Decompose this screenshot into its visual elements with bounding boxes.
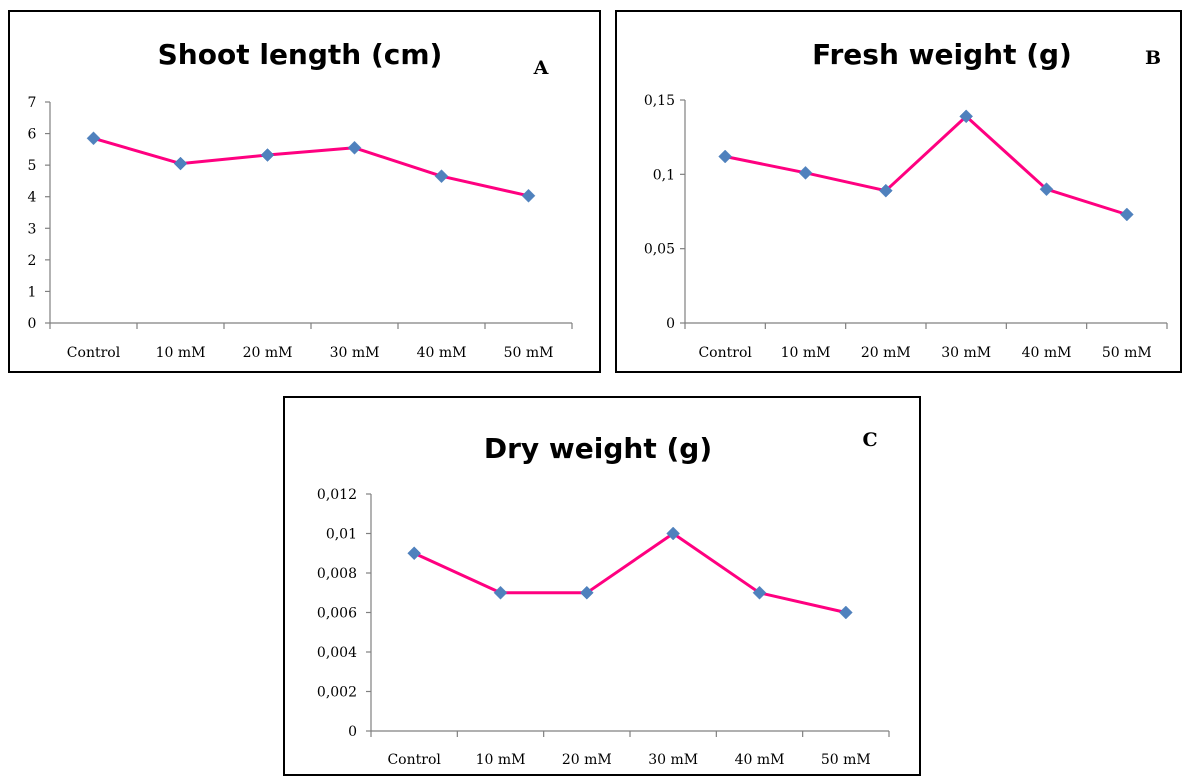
y-tick-label: 0,006	[317, 606, 357, 622]
data-point	[718, 149, 733, 164]
x-tick-label: 10 mM	[476, 752, 526, 768]
panel-letter: B	[1145, 47, 1161, 69]
data-point	[798, 165, 813, 180]
y-tick-label: 0,15	[644, 93, 675, 109]
x-tick-label: Control	[387, 752, 441, 768]
series-line	[412, 532, 848, 614]
data-point	[86, 131, 101, 146]
y-tick-label: 0,008	[317, 566, 357, 582]
series-line	[92, 136, 530, 198]
data-point	[347, 140, 362, 155]
chart-b-svg: Fresh weight (g) B 0 0,05 0,1 0,15 Control 10 m…	[644, 38, 1168, 361]
x-tick-label: 10 mM	[781, 345, 831, 361]
data-point	[878, 183, 893, 198]
x-tick-label: 50 mM	[504, 345, 554, 361]
y-tick-label: 5	[28, 158, 37, 174]
x-tick-label: 50 mM	[1102, 345, 1152, 361]
data-point	[521, 188, 536, 203]
y-tick-label: 0,01	[326, 527, 357, 543]
data-point	[666, 526, 681, 541]
y-tick-label: 0,004	[317, 645, 357, 661]
chart-title: Shoot length (cm)	[158, 38, 443, 71]
chart-panel-a: Shoot length (cm) A 0 1 2 3 4 5 6 7 Control 10 mM 20…	[8, 10, 601, 373]
series-line	[723, 114, 1129, 216]
x-tick-label: 20 mM	[562, 752, 612, 768]
x-tick-label: 20 mM	[861, 345, 911, 361]
chart-panel-b: Fresh weight (g) B 0 0,05 0,1 0,15 Control 10 m…	[615, 10, 1182, 373]
data-point	[1039, 182, 1054, 197]
chart-title: Fresh weight (g)	[812, 38, 1072, 71]
x-tick-label: 20 mM	[243, 345, 293, 361]
data-point	[260, 148, 275, 162]
x-tick-label: Control	[698, 345, 752, 361]
panel-letter: A	[533, 57, 549, 79]
y-tick-label: 0,05	[644, 242, 675, 258]
x-tick-label: 10 mM	[156, 345, 206, 361]
x-tick-label: Control	[67, 345, 121, 361]
y-tick-label: 0	[666, 316, 675, 332]
x-tick-label: 50 mM	[821, 752, 871, 768]
y-tick-label: 0,012	[317, 487, 357, 503]
data-point	[838, 605, 853, 620]
x-tick-label: 30 mM	[330, 345, 380, 361]
data-point	[434, 169, 449, 184]
data-point	[173, 156, 188, 171]
y-tick-label: 7	[28, 95, 37, 111]
x-tick-label: 30 mM	[941, 345, 991, 361]
x-tick-label: 40 mM	[1022, 345, 1072, 361]
y-tick-label: 4	[28, 190, 37, 206]
data-point	[1119, 207, 1134, 222]
data-point	[407, 546, 422, 561]
y-tick-label: 6	[28, 127, 37, 143]
y-tick-label: 1	[28, 284, 37, 300]
chart-title: Dry weight (g)	[484, 432, 712, 465]
x-tick-label: 40 mM	[417, 345, 467, 361]
data-point	[959, 109, 974, 124]
y-tick-label: 0,1	[653, 167, 675, 183]
chart-panel-c: Dry weight (g) C 0 0,002 0,004 0,006 0,008 0,01…	[283, 396, 921, 776]
x-tick-label: 30 mM	[648, 752, 698, 768]
x-tick-label: 40 mM	[735, 752, 785, 768]
y-tick-label: 0,002	[317, 685, 357, 701]
data-point	[752, 585, 767, 600]
data-point	[579, 585, 594, 600]
y-tick-label: 3	[28, 221, 37, 237]
panel-letter: C	[862, 429, 877, 451]
y-tick-label: 2	[28, 253, 37, 269]
y-tick-label: 0	[348, 724, 357, 740]
y-tick-label: 0	[28, 316, 37, 332]
data-point	[493, 585, 508, 600]
chart-c-svg: Dry weight (g) C 0 0,002 0,004 0,006 0,008 0,01…	[317, 429, 890, 768]
chart-a-svg: Shoot length (cm) A 0 1 2 3 4 5 6 7 Control 10 mM 20…	[28, 38, 573, 361]
